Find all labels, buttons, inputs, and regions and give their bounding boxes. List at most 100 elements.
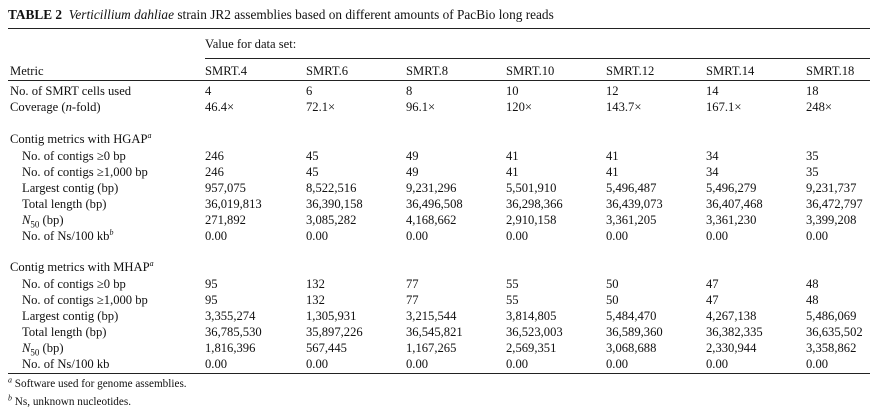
hgap-cell: 4,168,662	[406, 213, 457, 227]
table-label: TABLE 2	[8, 7, 63, 22]
hgap-cell: 34	[706, 149, 719, 163]
hgap-cell: 36,019,813	[205, 197, 262, 211]
mhap-cell: 36,635,502	[806, 325, 863, 339]
hgap-row: No. of Ns/100 kbb 0.00 0.00 0.00 0.00 0.00 0.0…	[0, 228, 883, 245]
hgap-cell: 9,231,296	[406, 181, 457, 195]
summary-cell: 12	[606, 84, 619, 98]
mhap-cell: 5,486,069	[806, 309, 857, 323]
summary-cell: 143.7×	[606, 100, 642, 114]
hgap-cell: 246	[205, 165, 224, 179]
mhap-section-title: Contig metrics with MHAPa	[10, 258, 154, 274]
hgap-cell: 5,496,279	[706, 181, 757, 195]
hgap-cell: 34	[706, 165, 719, 179]
mhap-cell: 2,569,351	[506, 341, 557, 355]
mhap-cell: 47	[706, 293, 719, 307]
mhap-cell: 48	[806, 277, 819, 291]
mhap-cell: 36,589,360	[606, 325, 663, 339]
mhap-cell: 0.00	[406, 357, 429, 371]
mhap-cell: 0.00	[506, 357, 529, 371]
mhap-cell: 2,330,944	[706, 341, 757, 355]
hgap-cell: 36,407,468	[706, 197, 763, 211]
mhap-cell: 3,814,805	[506, 309, 557, 323]
summary-cell: 14	[706, 84, 719, 98]
hgap-cell: 41	[606, 149, 619, 163]
mhap-cell: 77	[406, 277, 419, 291]
summary-cell: 8	[406, 84, 413, 98]
column-header-smrt-8: SMRT.8	[406, 64, 449, 78]
mhap-row: N50 (bp) 1,816,396 567,445 1,167,265 2,569,3…	[0, 341, 883, 357]
mhap-cell: 3,215,544	[406, 309, 457, 323]
bottom-rule	[8, 373, 870, 374]
column-group-rule	[205, 58, 870, 59]
hgap-cell: 49	[406, 149, 419, 163]
hgap-row: N50 (bp) 271,892 3,085,282 4,168,662 2,910,1…	[0, 213, 883, 229]
mhap-row: No. of contigs ≥1,000 bp 95 132 77 55 50 47 48	[0, 293, 883, 309]
hgap-cell: 271,892	[205, 213, 246, 227]
hgap-row-label: Largest contig (bp)	[22, 181, 119, 195]
metric-column-header: Metric	[10, 64, 44, 78]
hgap-cell: 3,399,208	[806, 213, 857, 227]
hgap-row-label: No. of contigs ≥1,000 bp	[22, 165, 148, 179]
summary-row-label: Coverage (n-fold)	[10, 100, 101, 114]
mhap-cell: 50	[606, 293, 619, 307]
summary-cell: 120×	[506, 100, 532, 114]
mhap-cell: 0.00	[306, 357, 329, 371]
hgap-cell: 0.00	[506, 229, 529, 243]
mhap-row: Largest contig (bp) 3,355,274 1,305,931 3,2…	[0, 309, 883, 325]
hgap-row: No. of contigs ≥1,000 bp 246 45 49 41 41 34 35	[0, 165, 883, 181]
mhap-cell: 36,545,821	[406, 325, 463, 339]
mhap-cell: 1,305,931	[306, 309, 357, 323]
hgap-cell: 5,496,487	[606, 181, 657, 195]
footnote-a: a Software used for genome assemblies.	[8, 375, 187, 390]
mhap-cell: 36,382,335	[706, 325, 763, 339]
mhap-cell: 35,897,226	[306, 325, 363, 339]
hgap-cell: 0.00	[306, 229, 329, 243]
hgap-row-label: No. of contigs ≥0 bp	[22, 149, 126, 163]
caption-text: strain JR2 assemblies based on different…	[174, 7, 554, 22]
hgap-row-label: N50 (bp)	[22, 213, 64, 230]
mhap-row-label: Largest contig (bp)	[22, 309, 119, 323]
hgap-cell: 5,501,910	[506, 181, 557, 195]
hgap-cell: 41	[506, 149, 519, 163]
footnote-b: b Ns, unknown nucleotides.	[8, 393, 132, 408]
mhap-cell: 4,267,138	[706, 309, 757, 323]
column-header-smrt-10: SMRT.10	[506, 64, 555, 78]
hgap-cell: 957,075	[205, 181, 246, 195]
mhap-row: Total length (bp) 36,785,530 35,897,226 36,…	[0, 325, 883, 341]
hgap-row-label: Total length (bp)	[22, 197, 107, 211]
mhap-row-label: No. of contigs ≥0 bp	[22, 277, 126, 291]
summary-row: Coverage (n-fold) 46.4× 72.1× 96.1× 120× 143.…	[0, 100, 883, 116]
hgap-cell: 45	[306, 149, 319, 163]
hgap-cell: 36,496,508	[406, 197, 463, 211]
hgap-cell: 0.00	[205, 229, 228, 243]
column-group-header: Value for data set:	[205, 37, 297, 51]
hgap-cell: 3,361,230	[706, 213, 757, 227]
column-header-smrt-4: SMRT.4	[205, 64, 248, 78]
hgap-cell: 0.00	[606, 229, 629, 243]
summary-cell: 4	[205, 84, 212, 98]
summary-row: No. of SMRT cells used 4 6 8 10 12 14 18	[0, 84, 883, 100]
hgap-cell: 45	[306, 165, 319, 179]
column-header-smrt-12: SMRT.12	[606, 64, 655, 78]
hgap-cell: 246	[205, 149, 224, 163]
mhap-cell: 47	[706, 277, 719, 291]
mhap-cell: 3,355,274	[205, 309, 256, 323]
mhap-row: No. of contigs ≥0 bp 95 132 77 55 50 47 48	[0, 277, 883, 293]
mhap-cell: 567,445	[306, 341, 347, 355]
mhap-row-label: Total length (bp)	[22, 325, 107, 339]
mhap-cell: 77	[406, 293, 419, 307]
summary-cell: 248×	[806, 100, 832, 114]
mhap-cell: 50	[606, 277, 619, 291]
mhap-cell: 3,068,688	[606, 341, 657, 355]
mhap-cell: 1,816,396	[205, 341, 256, 355]
column-header-smrt-6: SMRT.6	[306, 64, 349, 78]
header-rule	[8, 80, 870, 81]
hgap-cell: 9,231,737	[806, 181, 857, 195]
mhap-row: No. of Ns/100 kb 0.00 0.00 0.00 0.00 0.00 0.00…	[0, 357, 883, 373]
column-header-smrt-14: SMRT.14	[706, 64, 755, 78]
hgap-cell: 3,361,205	[606, 213, 657, 227]
mhap-cell: 5,484,470	[606, 309, 657, 323]
mhap-cell: 0.00	[706, 357, 729, 371]
mhap-cell: 0.00	[205, 357, 228, 371]
hgap-cell: 41	[606, 165, 619, 179]
